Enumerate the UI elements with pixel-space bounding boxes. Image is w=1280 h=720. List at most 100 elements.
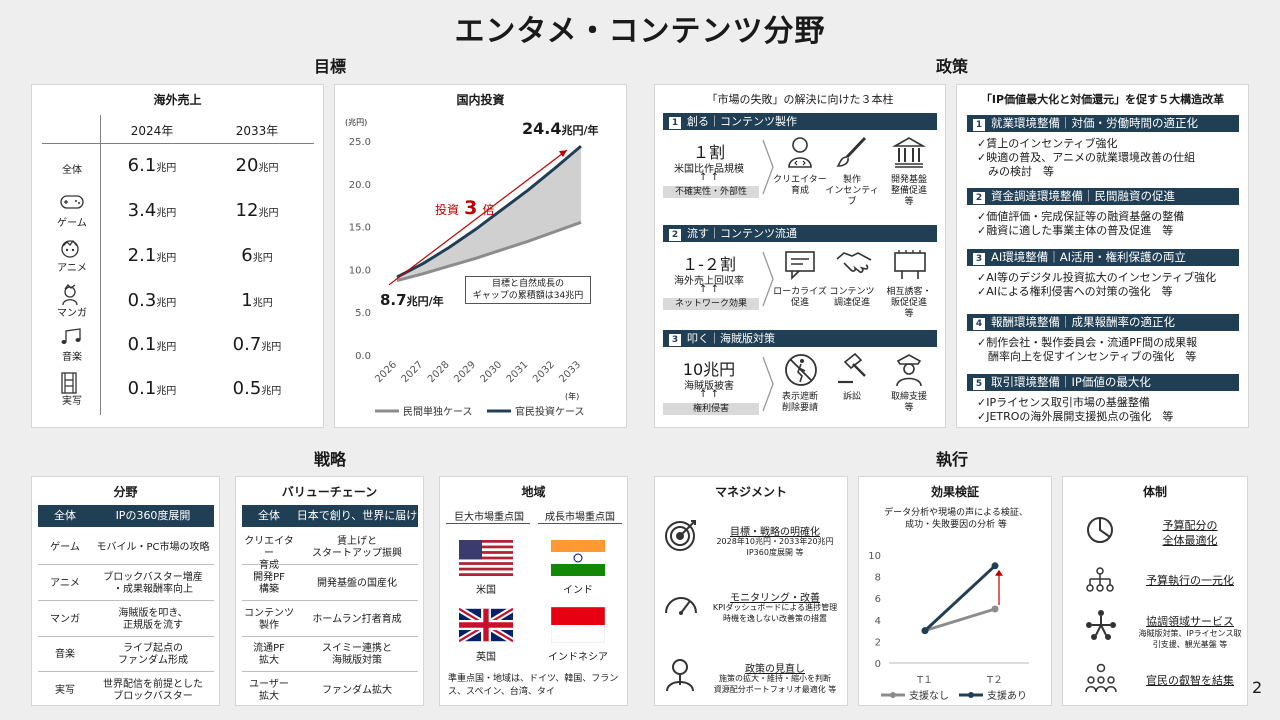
pillar-header-3: 3 叩く｜海賊版対策 <box>663 330 937 347</box>
mgmt-head-3[interactable]: 政策の見直し <box>745 664 805 675</box>
table-row-label: マンガ <box>50 614 80 625</box>
value-2024: 3.4兆円 <box>127 200 177 221</box>
pillar-item-label: 取締支援 等 <box>890 392 927 413</box>
region-card: 地域 巨大市場重点国 成長市場重点国 米国 インド 英国 インドネシア 準重点国… <box>439 476 628 706</box>
growth-arrow <box>388 149 568 286</box>
target-icon <box>665 520 696 551</box>
value-chain-card: バリューチェーン 全体 日本で創り、世界に届ける クリエイター 育成 賃上げと スター… <box>235 476 424 706</box>
mgmt-sub-1b: IP360度展開 等 <box>746 548 804 557</box>
mgmt-sub-1a: 2028年10兆円・2033年20兆円 <box>716 537 834 546</box>
system-card: 体制 予算配分の 全体最適化 予算執行の一元化 協調領域サービス 海賊版対策、I… <box>1062 476 1248 706</box>
field-title: 分野 <box>113 485 138 499</box>
chevron-right-icon <box>762 139 774 195</box>
x-tick-label: 2028 <box>426 359 452 385</box>
org-tree-icon <box>1086 567 1114 592</box>
mgmt-sub-3a: 施策の拡大・維持・縮小を判断 <box>719 674 831 683</box>
management-card: マネジメント 目標・戦略の明確化 2028年10兆円・2033年20兆円 IP3… <box>654 476 848 706</box>
gauge-icon <box>665 597 697 615</box>
effect-title: 効果検証 <box>930 485 979 499</box>
x-tick-label: 2029 <box>452 359 478 385</box>
collaboration-icon <box>1086 610 1116 640</box>
effect-card: 効果検証 データ分析や現場の声による検証、 成功・失敗要因の分析 等 0 2 4 6 8… <box>858 476 1052 706</box>
system-head-2[interactable]: 予算執行の一元化 <box>1146 574 1234 587</box>
chevron-right-icon <box>762 251 774 307</box>
overseas-sales-card: 海外売上 2024年 2033年 全体 6.1兆円 20兆円 ゲーム 3.4兆円 12兆円… <box>31 84 324 428</box>
pillar-item-label: ローカライズ 促進 <box>773 287 827 308</box>
region-col-huge: 巨大市場重点国 <box>454 512 524 523</box>
value-2033: 0.7兆円 <box>232 334 282 355</box>
investment-multiplier: 投資 3 倍 <box>435 197 495 219</box>
page-number: 2 <box>1252 678 1263 697</box>
flag-label-indonesia: インドネシア <box>548 652 608 663</box>
series-line-1 <box>923 564 997 632</box>
manga-character-icon <box>60 284 82 306</box>
effect-chart: 0 2 4 6 8 10 T１ T２ 支援なし 支援あり <box>868 551 1029 702</box>
system-head-1[interactable]: 予算配分の 全体最適化 <box>1162 519 1218 547</box>
pillar-metric: 10兆円 <box>682 360 736 379</box>
gavel-icon <box>835 352 869 386</box>
legend-private: 民間単独ケース <box>403 405 473 418</box>
pillar-arrows: ↑ ↑ <box>699 284 719 295</box>
value-chain-title: バリューチェーン <box>281 485 378 499</box>
section-strategy: 戦略 <box>313 450 346 469</box>
col-2033: 2033年 <box>235 124 279 138</box>
gamepad-icon <box>60 194 84 210</box>
pillar-tag: 権利侵害 <box>663 403 759 415</box>
x-tick-label: 2026 <box>373 359 399 385</box>
flag-label-uk: 英国 <box>476 652 496 663</box>
table-row-value: 世界配信を前提とした ブロックバスター <box>103 679 203 702</box>
table-row-value: ホームラン打者育成 <box>312 614 402 625</box>
x-tick-label: 2027 <box>400 359 426 385</box>
table-row-label: クリエイター 育成 <box>244 536 294 571</box>
reform-point: ✓映適の普及、アニメの就業環境改善の仕組 <box>977 151 1195 164</box>
reform-point: ✓IPライセンス取引市場の基盤整備 <box>977 396 1150 409</box>
pillar-header-1: 1 創る｜コンテンツ製作 <box>663 113 937 130</box>
table-row-value: モバイル・PC市場の攻略 <box>96 542 210 553</box>
investment-unit: (兆円) <box>345 118 368 127</box>
reform-point: ✓AIによる権利侵害への対策の強化 等 <box>977 285 1173 298</box>
indonesia-flag-icon <box>551 607 605 643</box>
effect-desc-1: データ分析や現場の声による検証、 <box>884 508 1028 518</box>
india-flag-icon <box>551 540 605 576</box>
y-tick-label: 10.0 <box>349 265 371 276</box>
y-tick-label: 2 <box>875 637 881 648</box>
pillar-metric: １割 <box>692 143 725 162</box>
table-row-label: 流通PF 拡大 <box>253 643 285 666</box>
us-flag-icon <box>459 540 513 576</box>
film-strip-icon <box>60 372 78 394</box>
pillar-metric: １-２割 <box>682 255 736 274</box>
person-icon <box>666 659 694 692</box>
chevron-right-icon <box>762 356 774 412</box>
system-head-4[interactable]: 官民の叡智を結集 <box>1146 674 1234 687</box>
building-icon <box>892 135 926 169</box>
overseas-row-label: マンガ <box>57 308 87 319</box>
table-row-value: ブロックバスター増産 ・成果報酬率向上 <box>103 572 203 595</box>
table-row-value: 賃上げと スタートアップ振興 <box>312 536 402 559</box>
domestic-investment-card: 国内投資 (兆円) 0.0 5.0 10.0 15.0 20.0 25.0 2026 2027… <box>334 84 627 428</box>
system-head-3[interactable]: 協調領域サービス <box>1146 615 1234 628</box>
pillar-arrows: ↑ ↑ <box>699 172 719 183</box>
reform-point: みの検討 等 <box>977 165 1054 178</box>
overseas-row-label: 実写 <box>62 396 82 407</box>
series-line-0 <box>924 607 996 633</box>
region-note: 準重点国・地域は、ドイツ、韓国、フランス、スペイン、台湾、タイ <box>448 674 619 697</box>
reform-header-1: 1 就業環境整備｜対価・労働時間の適正化 <box>967 115 1239 132</box>
y-tick-label: 5.0 <box>355 308 371 319</box>
y-tick-label: 10 <box>868 551 881 562</box>
reform-point: ✓価値評価・完成保証等の融資基盤の整備 <box>977 210 1185 223</box>
section-policy: 政策 <box>935 57 968 76</box>
mgmt-sub-2a: KPIダッシュボードによる進捗管理 <box>712 603 838 612</box>
value-2033: 1兆円 <box>241 290 273 311</box>
growth-arrowhead <box>559 150 567 158</box>
pillar-desc: 海賊版被害 <box>684 381 734 392</box>
brush-icon <box>835 135 869 169</box>
x-tick-label: T２ <box>986 675 1003 686</box>
legend-public: 官民投資ケース <box>515 405 585 418</box>
section-goal: 目標 <box>313 57 346 76</box>
y-tick-label: 0.0 <box>355 351 371 362</box>
legend-with-support: 支援あり <box>987 689 1027 702</box>
mgmt-head-2[interactable]: モニタリング・改善 <box>730 593 820 604</box>
table-row-label: 音楽 <box>55 649 75 660</box>
mgmt-head-1[interactable]: 目標・戦略の明確化 <box>730 527 820 538</box>
